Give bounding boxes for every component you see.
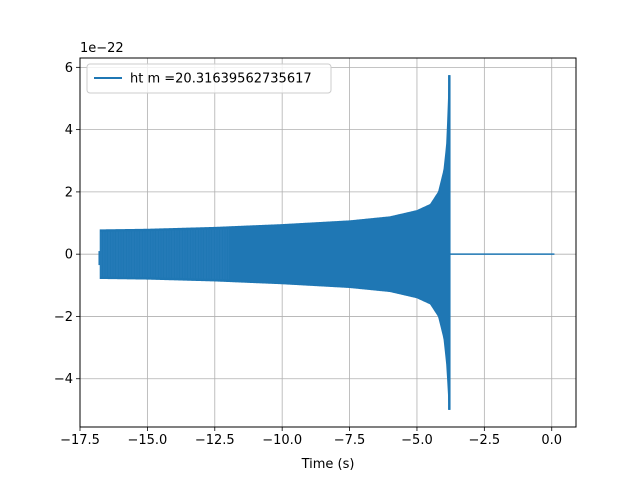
y-tick-label: 0 bbox=[65, 248, 73, 263]
axes-frame bbox=[79, 57, 577, 428]
x-tick-label: −7.5 bbox=[334, 433, 366, 448]
x-tick-label: −17.5 bbox=[60, 433, 100, 448]
legend-box bbox=[86, 63, 332, 94]
x-tick-label: −12.5 bbox=[195, 433, 235, 448]
y-tick-label: 6 bbox=[65, 61, 73, 76]
x-axis: −17.5 −15.0 −12.5 −10.0 −7.5 −5.0 −2.5 0.0 bbox=[60, 427, 562, 448]
x-axis-label: Time (s) bbox=[301, 457, 355, 472]
legend: ht m =20.31639562735617 bbox=[86, 63, 332, 94]
y-tick-label: −4 bbox=[54, 372, 73, 387]
x-tick-label: −2.5 bbox=[469, 433, 501, 448]
y-tick-label: 4 bbox=[65, 123, 73, 138]
x-tick-label: −5.0 bbox=[401, 433, 433, 448]
x-tick-label: −15.0 bbox=[127, 433, 167, 448]
x-tick-label: −10.0 bbox=[262, 433, 302, 448]
y-offset-label: 1e−22 bbox=[80, 41, 124, 56]
y-tick-label: 2 bbox=[65, 185, 73, 200]
y-tick-label: −2 bbox=[54, 310, 73, 325]
legend-label: ht m =20.31639562735617 bbox=[130, 72, 312, 87]
y-axis: −4 −2 0 2 4 6 bbox=[54, 61, 80, 387]
x-tick-label: 0.0 bbox=[541, 433, 562, 448]
signal-series bbox=[98, 75, 555, 410]
signal-oscillation bbox=[100, 229, 229, 280]
